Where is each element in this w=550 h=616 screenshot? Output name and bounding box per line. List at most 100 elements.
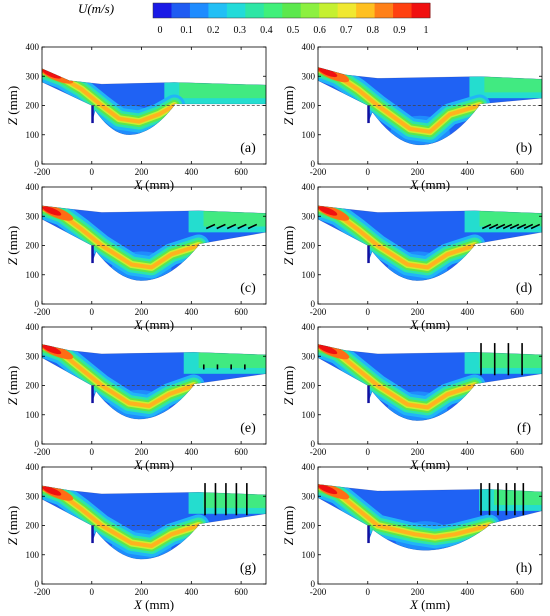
- x-axis-label: X (mm): [409, 317, 450, 332]
- y-axis-label: Z (mm): [281, 226, 296, 265]
- apron-edge: [91, 245, 94, 264]
- y-tick-label: 300: [26, 71, 40, 81]
- y-tick-label: 0: [311, 439, 316, 449]
- y-axis-label: Z (mm): [281, 366, 296, 405]
- y-tick-label: 200: [26, 101, 40, 111]
- x-tick-label: 600: [510, 587, 524, 597]
- field-outflow-core: [484, 74, 542, 93]
- colorbar-swatch: [226, 3, 246, 18]
- deflector: [495, 223, 506, 230]
- y-tick-label: 300: [302, 491, 316, 501]
- deflector: [523, 223, 534, 230]
- colorbar-tick-label: 0.9: [393, 25, 406, 36]
- jet-core-max: [318, 67, 338, 78]
- x-tick-label: 200: [411, 587, 425, 597]
- apron-edge: [367, 245, 370, 264]
- deflector: [205, 223, 216, 230]
- colorbar-swatch: [189, 3, 209, 18]
- panel-label: (h): [516, 561, 533, 576]
- y-tick-label: 200: [302, 381, 316, 391]
- region-outline: [41, 343, 267, 420]
- x-tick-label: -200: [34, 167, 51, 177]
- x-tick-label: 0: [90, 447, 95, 457]
- apron-edge: [367, 105, 370, 124]
- y-axis-label: Z (mm): [5, 226, 20, 265]
- y-tick-label: 200: [302, 521, 316, 531]
- x-tick-label: -200: [34, 307, 51, 317]
- colorbar-tick-label: 0.3: [234, 25, 247, 36]
- panel-label: (f): [517, 421, 531, 436]
- x-tick-label: -200: [310, 447, 327, 457]
- y-axis-label: Z (mm): [281, 506, 296, 545]
- y-tick-label: 100: [302, 270, 316, 280]
- y-tick-label: 100: [26, 270, 40, 280]
- region-outline: [317, 66, 543, 146]
- deflector: [488, 223, 499, 230]
- deflector: [237, 223, 247, 230]
- colorbar-swatch: [300, 3, 320, 18]
- apron-edge: [367, 525, 370, 544]
- colorbar-swatch: [319, 3, 339, 18]
- y-tick-label: 100: [302, 550, 316, 560]
- y-tick-label: 300: [302, 351, 316, 361]
- deflector: [509, 223, 520, 230]
- y-tick-label: 0: [35, 159, 40, 169]
- jet-core-max: [42, 344, 62, 355]
- colorbar-tick-label: 0.1: [180, 25, 193, 36]
- deflector: [516, 223, 527, 230]
- colorbar-swatch: [374, 3, 394, 18]
- colorbar-tick-label: 0.5: [287, 25, 300, 36]
- y-tick-label: 300: [26, 351, 40, 361]
- panel-label: (a): [240, 141, 256, 156]
- y-axis-label: Z (mm): [5, 366, 20, 405]
- colorbar-tick-label: 0.8: [367, 25, 380, 36]
- y-tick-label: 0: [35, 439, 40, 449]
- x-tick-label: 0: [90, 587, 95, 597]
- x-tick-label: 600: [510, 447, 524, 457]
- x-tick-label: 200: [411, 167, 425, 177]
- x-axis-label: X (mm): [133, 457, 174, 472]
- panel-label: (e): [240, 421, 256, 436]
- deflector: [530, 223, 541, 230]
- velocity-field: [318, 484, 542, 551]
- x-tick-label: 400: [461, 307, 475, 317]
- x-tick-label: -200: [310, 587, 327, 597]
- colorbar-swatch: [282, 3, 302, 18]
- y-tick-label: 100: [26, 130, 40, 140]
- y-tick-label: 400: [26, 322, 40, 332]
- y-tick-label: 0: [35, 579, 40, 589]
- x-axis-label: X (mm): [409, 177, 450, 192]
- y-tick-label: 300: [26, 491, 40, 501]
- region-outline: [317, 343, 543, 421]
- x-tick-label: 600: [234, 167, 248, 177]
- apron-edge: [91, 525, 94, 544]
- region-outline: [317, 484, 543, 551]
- y-tick-label: 0: [311, 579, 316, 589]
- jet-core-max: [318, 344, 338, 355]
- colorbar-swatch: [153, 3, 172, 18]
- y-axis-label: Z (mm): [5, 506, 20, 545]
- x-axis-label: X (mm): [133, 177, 174, 192]
- y-tick-label: 400: [302, 42, 316, 52]
- y-tick-label: 100: [26, 550, 40, 560]
- deflector-group: [480, 483, 525, 516]
- velocity-field: [318, 205, 542, 281]
- deflector-group: [204, 483, 248, 516]
- x-tick-label: 0: [366, 307, 371, 317]
- deflector-group: [481, 223, 541, 230]
- x-tick-label: 600: [234, 307, 248, 317]
- x-tick-label: 400: [461, 167, 475, 177]
- jet-core-max: [42, 69, 62, 79]
- y-tick-label: 300: [26, 211, 40, 221]
- region-outline: [317, 205, 543, 281]
- x-tick-label: 200: [135, 307, 149, 317]
- y-tick-label: 0: [35, 299, 40, 309]
- colorbar-tick-label: 0.4: [260, 25, 273, 36]
